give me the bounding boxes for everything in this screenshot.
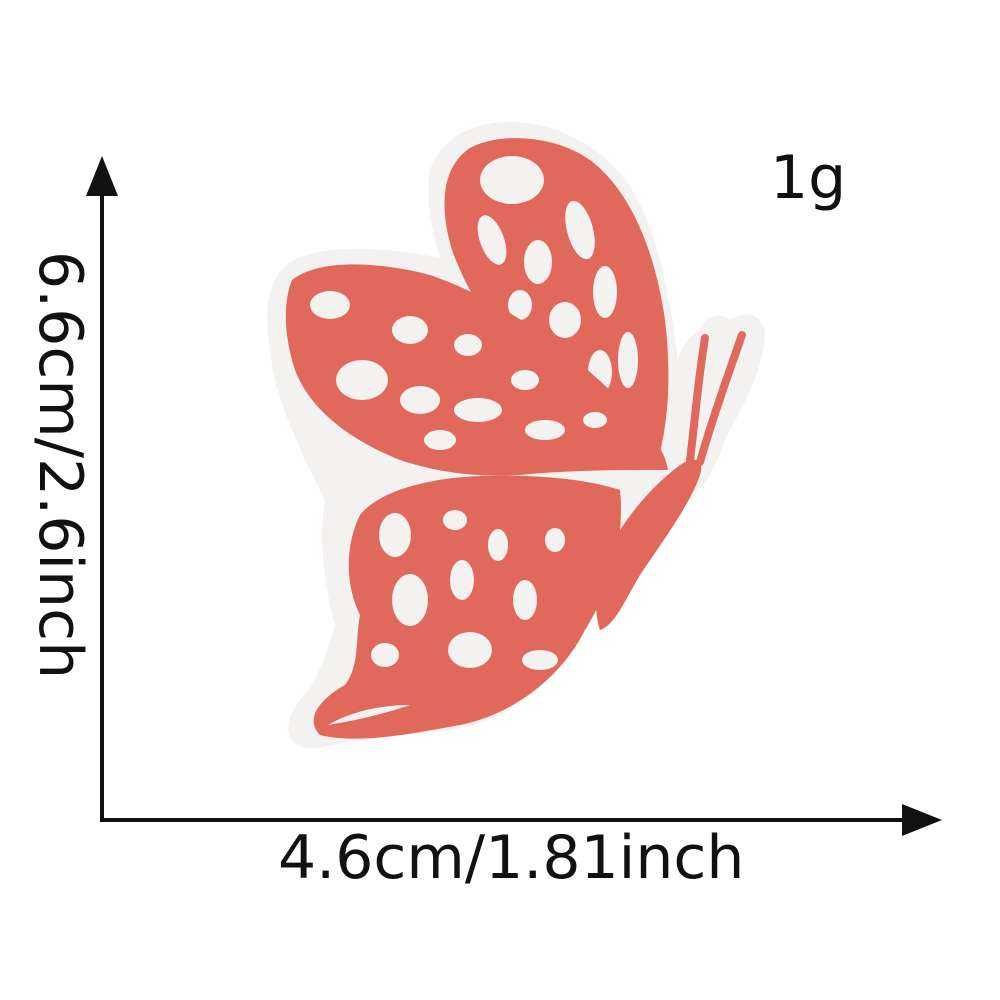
width-label: 4.6cm/1.81inch xyxy=(278,823,745,893)
butterfly-body xyxy=(596,459,702,630)
lower-wing-cutouts xyxy=(328,510,565,725)
upper-wing-cutouts xyxy=(477,156,638,394)
antenna-left xyxy=(686,334,709,464)
middle-wing-cutouts xyxy=(310,291,607,450)
upper-wing xyxy=(444,138,669,470)
height-label: 6.6cm/2.6inch xyxy=(25,250,95,680)
weight-label: 1g xyxy=(770,143,847,213)
antenna-right xyxy=(696,331,746,466)
butterfly-patch xyxy=(267,122,765,749)
measurement-axes xyxy=(86,156,942,836)
middle-wing xyxy=(285,264,668,476)
